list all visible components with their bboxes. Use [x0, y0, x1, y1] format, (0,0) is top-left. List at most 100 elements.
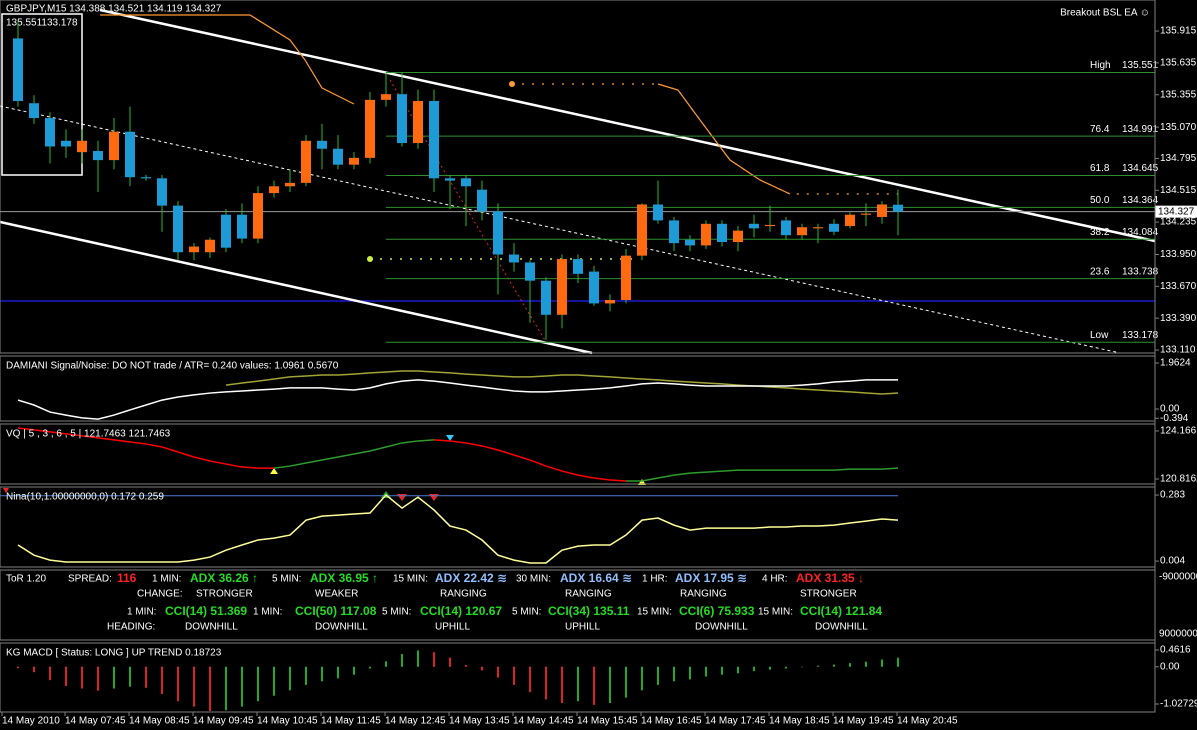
histogram-bar	[577, 666, 579, 702]
chart-objects: 135.551133.178 Breakout BSL EA ☺	[0, 8, 1156, 355]
histogram-bar	[433, 652, 435, 667]
tor-cell: 1 HR:	[642, 574, 668, 585]
candle-body	[109, 131, 119, 161]
candle-body	[445, 178, 455, 181]
y-tick-label: 0.4616	[1160, 645, 1191, 656]
x-tick-label: 14 May 18:45	[769, 716, 830, 727]
tor-panel: ToR 1.20 -9000000 9000000 SPREAD: 116 1 MI…	[0, 569, 1197, 641]
histogram-bar	[529, 666, 531, 693]
candle-body	[189, 246, 199, 253]
histogram-bar	[673, 666, 675, 682]
chart-title: GBPJPY,M15 134.388 134.521 134.119 134.3…	[6, 4, 222, 15]
tor-cell: 1 MIN:	[152, 574, 181, 585]
candle-body	[173, 205, 183, 253]
candle-body	[797, 227, 807, 236]
candle-body	[733, 230, 743, 243]
candle-body	[765, 224, 775, 227]
candle-body	[637, 204, 647, 256]
fib-name: 50.0	[1090, 195, 1110, 206]
tor-cell: ADX 22.42 ≋	[435, 571, 507, 585]
candle-body	[589, 271, 599, 304]
histogram-bar	[609, 666, 611, 704]
x-tick-label: 14 May 13:45	[449, 716, 510, 727]
fib-name: 38.2	[1090, 227, 1110, 238]
tor-cell: 5 MIN:	[382, 607, 411, 618]
histogram-bar	[177, 666, 179, 702]
indicator-title: VQ | 5 , 3 , 6 , 5 | 121.7463 121.7463	[6, 429, 171, 440]
x-tick-label: 14 May 07:45	[65, 716, 126, 727]
candle-body	[61, 140, 71, 147]
candle-body	[877, 204, 887, 217]
x-tick-label: 14 May 14:45	[513, 716, 574, 727]
indicator-title: Nina(10,1.00000000,0) 0.172 0.259	[6, 492, 164, 503]
histogram-bar	[689, 666, 691, 680]
candle-body	[429, 100, 439, 179]
stop-start	[367, 256, 373, 262]
y-tick-label: 133.670	[1160, 281, 1197, 292]
histogram-bar	[897, 657, 899, 667]
histogram-bar	[161, 666, 163, 694]
x-tick-label: 14 May 08:45	[129, 716, 190, 727]
candle-body	[397, 94, 407, 144]
histogram-bar	[449, 657, 451, 667]
expert-label: Breakout BSL EA ☺	[1060, 8, 1150, 19]
candle-body	[461, 178, 471, 187]
candle-body	[237, 214, 247, 239]
histogram-bar	[65, 666, 67, 686]
y-tick-label: 134.515	[1160, 185, 1197, 196]
candle-body	[317, 140, 327, 149]
trailing-stop	[657, 83, 791, 195]
fib-value: 134.084	[1122, 227, 1159, 238]
tor-cell: 30 MIN:	[516, 574, 551, 585]
candle-body	[669, 220, 679, 244]
y-tick-label: 133.390	[1160, 313, 1197, 324]
tor-cell: CCI(14) 121.84	[800, 604, 882, 618]
histogram-bar	[497, 666, 499, 678]
tor-cell: ADX 36.95 ↑	[310, 571, 378, 585]
histogram-bar	[769, 666, 771, 670]
tor-cell: 5 MIN:	[512, 607, 541, 618]
histogram-bar	[321, 666, 323, 682]
tor-cell: 4 HR:	[762, 574, 788, 585]
histogram-bar	[257, 666, 259, 702]
candle-body	[653, 204, 663, 221]
candle-body	[45, 118, 55, 147]
y-tick-label: 133.110	[1160, 345, 1196, 356]
tor-cell: RANGING	[680, 589, 727, 600]
histogram-bar	[849, 663, 851, 667]
y-tick-label: 124.166	[1160, 426, 1197, 437]
tor-cell: DOWNHILL	[185, 622, 238, 633]
trailing-stop	[100, 14, 355, 105]
fib-value: 133.178	[1122, 330, 1159, 341]
indicator-line	[225, 370, 899, 395]
y-tick-label: 0.283	[1160, 490, 1185, 501]
tor-cell: ADX 31.35 ↓	[796, 571, 864, 585]
histogram-bar	[113, 666, 115, 689]
histogram-bar	[465, 664, 467, 667]
candle-body	[813, 227, 823, 229]
stop-start	[509, 81, 515, 87]
candle-body	[301, 140, 311, 183]
tor-cell: 5 MIN:	[272, 574, 301, 585]
tor-cell: 15 MIN:	[637, 607, 672, 618]
candle-body	[141, 177, 151, 179]
tor-cell: 15 MIN:	[393, 574, 428, 585]
histogram-bar	[833, 664, 835, 667]
tor-cell: STRONGER	[196, 589, 253, 600]
histogram-bar	[401, 654, 403, 667]
price-tag	[1155, 205, 1197, 218]
candle-body	[541, 280, 551, 315]
fib-value: 134.364	[1122, 195, 1159, 206]
trend-line-mid	[0, 105, 1121, 354]
x-tick-label: 14 May 17:45	[705, 716, 766, 727]
arrow-down	[3, 488, 9, 493]
fib-name: Low	[1090, 330, 1109, 341]
tor-cell: CHANGE:	[137, 589, 183, 600]
x-tick-label: 14 May 2010	[2, 716, 60, 727]
x-tick-label: 14 May 20:45	[897, 716, 958, 727]
histogram-bar	[625, 666, 627, 698]
y-tick-label: 135.070	[1160, 122, 1197, 133]
tor-cell: CCI(34) 135.11	[548, 604, 630, 618]
candle-body	[621, 255, 631, 301]
